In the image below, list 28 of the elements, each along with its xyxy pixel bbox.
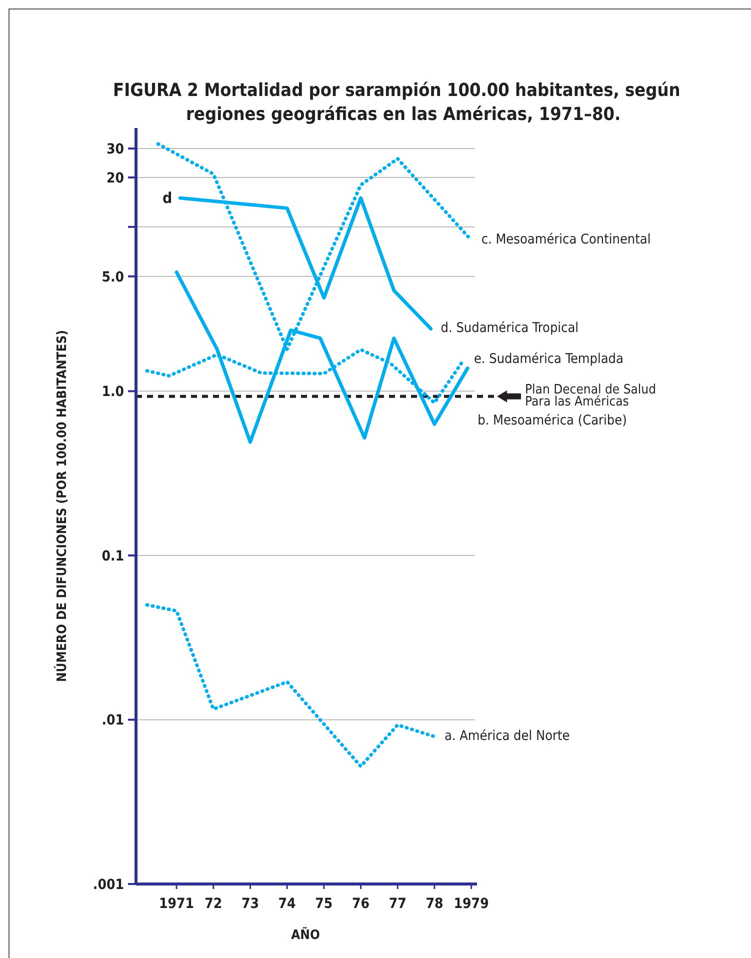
- series-label: c. Mesoamérica Continental: [481, 232, 651, 248]
- x-tick-label: 75: [315, 896, 333, 912]
- x-tick-label: 1971: [159, 896, 194, 912]
- x-tick-label: 78: [426, 896, 444, 912]
- x-tick-label: 1979: [454, 896, 489, 912]
- series-label: e. Sudamérica Templada: [474, 350, 624, 367]
- y-tick-label: 20: [106, 170, 124, 186]
- series-label: a. América del Norte: [444, 728, 570, 744]
- x-tick-label: 77: [388, 896, 406, 912]
- y-tick-label: 5.0: [102, 269, 124, 286]
- x-tick-label: 73: [241, 896, 259, 912]
- line-series: [145, 603, 436, 768]
- chart-title: FIGURA 2 Mortalidad por sarampión 100.00 habitantes, según regiones geográficas en las Américas, 1971–80.: [113, 80, 680, 125]
- y-tick-label: 30: [106, 142, 124, 158]
- y-axis-title: NÚMERO DE DIFUNCIONES (POR 100.00 HABITANTES): [53, 330, 70, 682]
- y-tick-label: .001: [92, 877, 124, 893]
- series-label: d. Sudamérica Tropical: [440, 320, 579, 336]
- y-tick-label: .01: [102, 712, 124, 729]
- text: b. Mesoamérica (Caribe): [478, 412, 627, 428]
- x-tick-label: 74: [278, 896, 296, 912]
- line-series: [178, 196, 433, 330]
- x-axis-title: AÑO: [291, 926, 320, 943]
- annotation: d: [162, 188, 172, 207]
- x-tick-label: 76: [352, 896, 370, 912]
- y-tick-label: 1.0: [102, 384, 124, 400]
- ref-line-label: Plan Decenal de Salud Para las Américas: [525, 382, 656, 410]
- y-tick-label: 0.1: [102, 548, 124, 564]
- x-tick-label: 72: [204, 896, 222, 912]
